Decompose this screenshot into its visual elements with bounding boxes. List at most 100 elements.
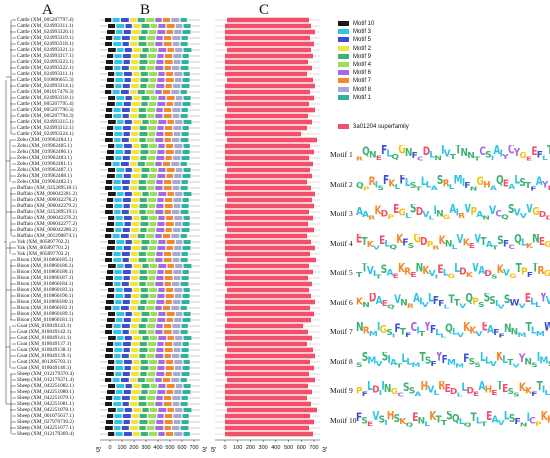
motif-box [114, 270, 122, 274]
legend-label: Motif 10 [353, 21, 375, 27]
motif-box [132, 342, 139, 346]
motif-box [124, 366, 131, 370]
motif-box [172, 282, 180, 286]
superfamily-domain [225, 155, 309, 161]
motif-box [121, 18, 129, 22]
motif-box [174, 102, 182, 106]
motif-box [149, 222, 156, 226]
motif-box [115, 294, 124, 298]
motif-box [157, 294, 165, 298]
legend-swatch [338, 21, 349, 26]
motif-box [180, 114, 188, 118]
motif-box [113, 186, 122, 190]
motif-box [108, 288, 115, 292]
sequence-label: Yak (XM_005897702.2) [17, 238, 70, 245]
motif-box [183, 96, 191, 100]
sequence-label: Zebu (XM_019962482.1) [17, 178, 72, 185]
motif-box [165, 198, 172, 202]
legend-swatch-superfamily [338, 124, 349, 129]
motif-logo-row: Motif 8 SSMVSIATLLMTSFYFMMFSSLLVKLTVYNSIM… [330, 352, 550, 372]
motif-box [132, 414, 139, 418]
motif-box [124, 78, 131, 82]
superfamily-domain [225, 341, 307, 347]
motif-box [133, 48, 141, 52]
motif-box [124, 264, 132, 268]
motif-box [148, 228, 155, 232]
motif-box [122, 396, 130, 400]
motif-box [155, 42, 163, 46]
motif-box [174, 360, 183, 364]
motif-box [106, 204, 113, 208]
motif-box [157, 390, 166, 394]
motif-box [155, 18, 162, 22]
motif-box [165, 294, 174, 298]
motif-box [155, 90, 162, 94]
motif-box [130, 354, 138, 358]
legend-label: Motif 7 [353, 78, 372, 85]
motif-box [116, 102, 123, 106]
superfamily-domain [225, 269, 313, 275]
superfamily-domain [225, 353, 315, 359]
motif-box [158, 408, 167, 412]
motif-box [156, 108, 163, 112]
motif-box [174, 132, 181, 136]
motif-box [108, 120, 116, 124]
axis-tick-label: 100 [233, 445, 242, 451]
superfamily-domain [225, 323, 303, 329]
motif-box [163, 186, 172, 190]
legend-label: Motif 5 [353, 37, 372, 44]
motif-box [117, 408, 124, 412]
motif-box [158, 336, 167, 340]
motif-box [181, 252, 188, 256]
superfamily-domain [225, 149, 314, 155]
motif-box [181, 180, 188, 184]
motif-box [131, 228, 139, 232]
motif-box [138, 108, 146, 112]
sequence-label: Bison (XM_010860184.1) [17, 280, 74, 287]
motif-box [140, 222, 149, 226]
motif-box [124, 120, 132, 124]
motif-box [113, 396, 121, 400]
motif-box [183, 192, 192, 196]
sequence-label: Cattle (XM_024993315.1) [17, 118, 74, 125]
sequence-label: Cattle (XM_024993321.1) [17, 46, 74, 53]
motif-box [107, 270, 114, 274]
motif-box [182, 270, 189, 274]
motif-box [106, 60, 113, 64]
motif-logo-row: Motif 7 NRMIGSIFTFCITYFLLQLVKKVEAFFNNMTLM… [330, 322, 550, 342]
motif-box [148, 270, 156, 274]
motif-box [124, 432, 132, 436]
motif-box [164, 204, 173, 208]
motif-box [131, 204, 139, 208]
motif-box [141, 240, 150, 244]
motif-box [148, 54, 156, 58]
motif-box [180, 402, 188, 406]
superfamily-domain [225, 401, 311, 407]
motif-box [180, 426, 189, 430]
motif-box [148, 372, 155, 376]
motif-box [155, 234, 162, 238]
legend-swatch [338, 70, 349, 76]
motif-box [131, 372, 139, 376]
motif-box [131, 108, 138, 112]
motif-box [155, 354, 164, 358]
superfamily-domain [225, 131, 301, 137]
motif-box [140, 156, 147, 160]
motif-box [180, 210, 189, 214]
motif-box [150, 48, 157, 52]
motif-box [140, 84, 147, 88]
motif-box [106, 324, 113, 328]
motif-box [174, 144, 183, 148]
motif-box [114, 414, 122, 418]
motif-box [171, 162, 180, 166]
motif-logo-sequence: KNDAEQVNRAIVLFFLTTVQPSSSIVSWVELLYVEKKLFL… [356, 292, 550, 310]
motif-box [117, 48, 124, 52]
motif-box [131, 132, 139, 136]
motif-box [164, 36, 171, 40]
motif-box [131, 396, 138, 400]
sequence-label: Sheep (XM_042251079.1) [17, 394, 74, 401]
motif-box [164, 426, 171, 430]
motif-logo-label: Motif 9 [330, 386, 353, 395]
motif-box [114, 138, 121, 142]
motif-box [107, 174, 115, 178]
